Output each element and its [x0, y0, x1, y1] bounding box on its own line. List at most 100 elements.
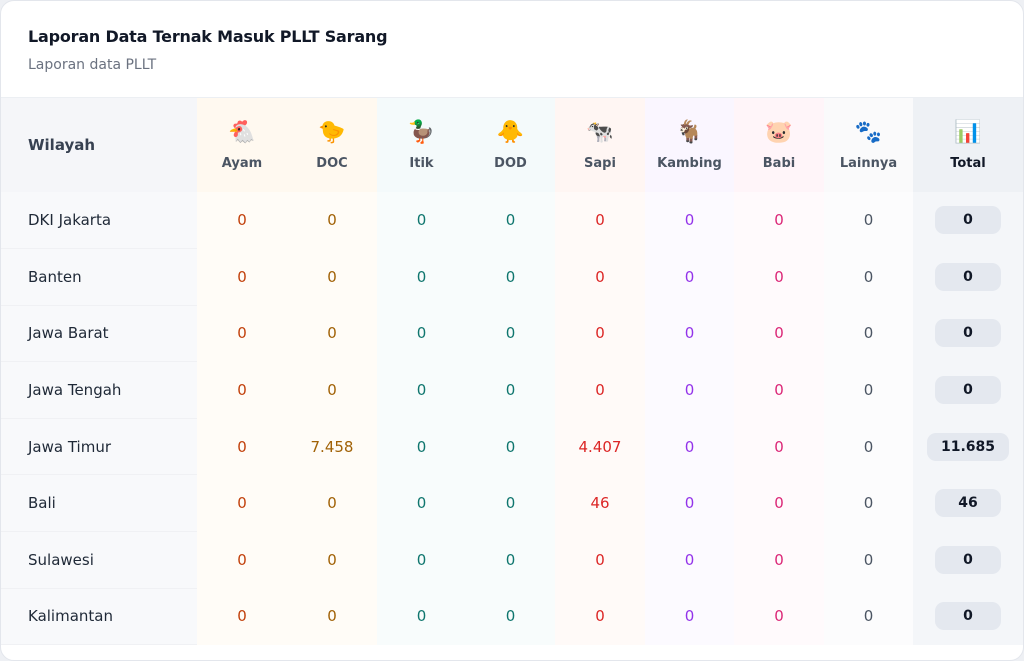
cell-total: 0	[913, 588, 1023, 645]
cell-dod: 0	[466, 418, 555, 475]
cell-dod: 0	[466, 474, 555, 532]
cell-dod: 0	[466, 361, 555, 419]
cell-dod: 0	[466, 588, 555, 645]
column-label: Ayam	[221, 155, 263, 171]
chicken-icon: 🐔	[228, 119, 256, 145]
column-header-dod[interactable]: 🐥 DOD	[466, 98, 555, 192]
duckling-icon: 🐥	[496, 119, 525, 145]
cell-doc: 0	[287, 531, 377, 589]
column-label: DOD	[494, 155, 527, 171]
total-badge: 0	[935, 262, 1001, 291]
cell-total: 0	[913, 248, 1023, 306]
cell-lainnya: 0	[824, 531, 913, 589]
cell-doc: 0	[287, 361, 377, 419]
cell-kambing: 0	[645, 531, 734, 589]
cell-itik: 0	[377, 361, 466, 419]
region-name: Kalimantan	[1, 588, 197, 646]
cell-itik: 0	[377, 474, 466, 532]
cell-sapi: 46	[555, 474, 645, 532]
cell-itik: 0	[377, 531, 466, 589]
region-name: DKI Jakarta	[1, 192, 197, 250]
cell-doc: 0	[287, 474, 377, 532]
cell-ayam: 0	[197, 192, 287, 249]
cell-lainnya: 0	[824, 588, 913, 645]
table-row[interactable]: Banten 0 0 0 0 0 0 0 0 0	[1, 248, 1023, 306]
column-header-ayam[interactable]: 🐔 Ayam	[197, 98, 287, 192]
column-label: Kambing	[657, 155, 722, 171]
cell-sapi: 0	[555, 192, 645, 249]
cell-babi: 0	[734, 418, 824, 475]
column-label: Babi	[762, 155, 796, 171]
cell-total: 11.685	[913, 418, 1023, 475]
column-label: Sapi	[584, 155, 616, 171]
region-name: Jawa Barat	[1, 305, 197, 363]
column-header-kambing[interactable]: 🐐 Kambing	[645, 98, 734, 192]
cell-kambing: 0	[645, 361, 734, 419]
table-row[interactable]: Jawa Barat 0 0 0 0 0 0 0 0 0	[1, 305, 1023, 363]
cell-ayam: 0	[197, 474, 287, 532]
column-label: Total	[950, 155, 986, 171]
column-header-wilayah[interactable]: Wilayah	[1, 98, 197, 192]
column-label: Itik	[409, 155, 434, 171]
table-row[interactable]: Jawa Timur 0 7.458 0 0 4.407 0 0 0 11.685	[1, 418, 1023, 476]
table-row[interactable]: DKI Jakarta 0 0 0 0 0 0 0 0 0	[1, 192, 1023, 250]
goat-icon: 🐐	[675, 119, 704, 145]
bar-chart-icon: 📊	[954, 119, 982, 145]
region-name: Jawa Tengah	[1, 361, 197, 419]
table-row[interactable]: Jawa Tengah 0 0 0 0 0 0 0 0 0	[1, 361, 1023, 419]
cell-lainnya: 0	[824, 418, 913, 475]
page-subtitle: Laporan data PLLT	[28, 57, 157, 73]
table-row[interactable]: Sulawesi 0 0 0 0 0 0 0 0 0	[1, 531, 1023, 589]
cell-sapi: 0	[555, 248, 645, 306]
cell-sapi: 0	[555, 588, 645, 645]
region-name: Bali	[1, 474, 197, 533]
cell-babi: 0	[734, 531, 824, 589]
table-header-row: Wilayah 🐔 Ayam 🐤 DOC 🦆 Itik 🐥 DOD	[1, 98, 1023, 192]
cell-itik: 0	[377, 418, 466, 475]
cell-itik: 0	[377, 305, 466, 362]
cell-lainnya: 0	[824, 474, 913, 532]
cell-sapi: 0	[555, 361, 645, 419]
table-row[interactable]: Bali 0 0 0 0 46 0 0 0 46	[1, 474, 1023, 533]
table-row[interactable]: Kalimantan 0 0 0 0 0 0 0 0 0	[1, 588, 1023, 646]
column-header-itik[interactable]: 🦆 Itik	[377, 98, 466, 192]
cell-doc: 0	[287, 248, 377, 306]
cell-itik: 0	[377, 248, 466, 306]
paw-icon: 🐾	[854, 119, 883, 145]
region-name: Sulawesi	[1, 531, 197, 589]
livestock-table: Wilayah 🐔 Ayam 🐤 DOC 🦆 Itik 🐥 DOD	[1, 98, 1023, 646]
region-name: Banten	[1, 248, 197, 306]
cell-doc: 0	[287, 588, 377, 645]
column-header-lainnya[interactable]: 🐾 Lainnya	[824, 98, 913, 192]
cell-lainnya: 0	[824, 248, 913, 306]
cell-kambing: 0	[645, 305, 734, 362]
cell-lainnya: 0	[824, 305, 913, 362]
column-header-babi[interactable]: 🐷 Babi	[734, 98, 824, 192]
cell-kambing: 0	[645, 192, 734, 249]
total-badge: 0	[935, 602, 1001, 631]
cell-babi: 0	[734, 305, 824, 362]
cell-ayam: 0	[197, 531, 287, 589]
cow-icon: 🐄	[586, 119, 614, 145]
total-badge: 46	[935, 489, 1001, 518]
card-header: Laporan Data Ternak Masuk PLLT Sarang La…	[1, 1, 1023, 98]
total-badge: 0	[935, 545, 1001, 574]
column-header-total[interactable]: 📊 Total	[913, 98, 1023, 192]
total-badge: 0	[935, 376, 1001, 405]
chick-icon: 🐤	[318, 119, 346, 145]
cell-doc: 0	[287, 192, 377, 249]
duck-icon: 🦆	[407, 119, 436, 145]
column-label: Lainnya	[839, 155, 898, 171]
cell-babi: 0	[734, 361, 824, 419]
cell-itik: 0	[377, 192, 466, 249]
cell-kambing: 0	[645, 474, 734, 532]
column-header-sapi[interactable]: 🐄 Sapi	[555, 98, 645, 192]
cell-sapi: 0	[555, 531, 645, 589]
cell-total: 46	[913, 474, 1023, 532]
cell-babi: 0	[734, 474, 824, 532]
cell-kambing: 0	[645, 588, 734, 645]
cell-itik: 0	[377, 588, 466, 645]
cell-ayam: 0	[197, 248, 287, 306]
column-header-doc[interactable]: 🐤 DOC	[287, 98, 377, 192]
